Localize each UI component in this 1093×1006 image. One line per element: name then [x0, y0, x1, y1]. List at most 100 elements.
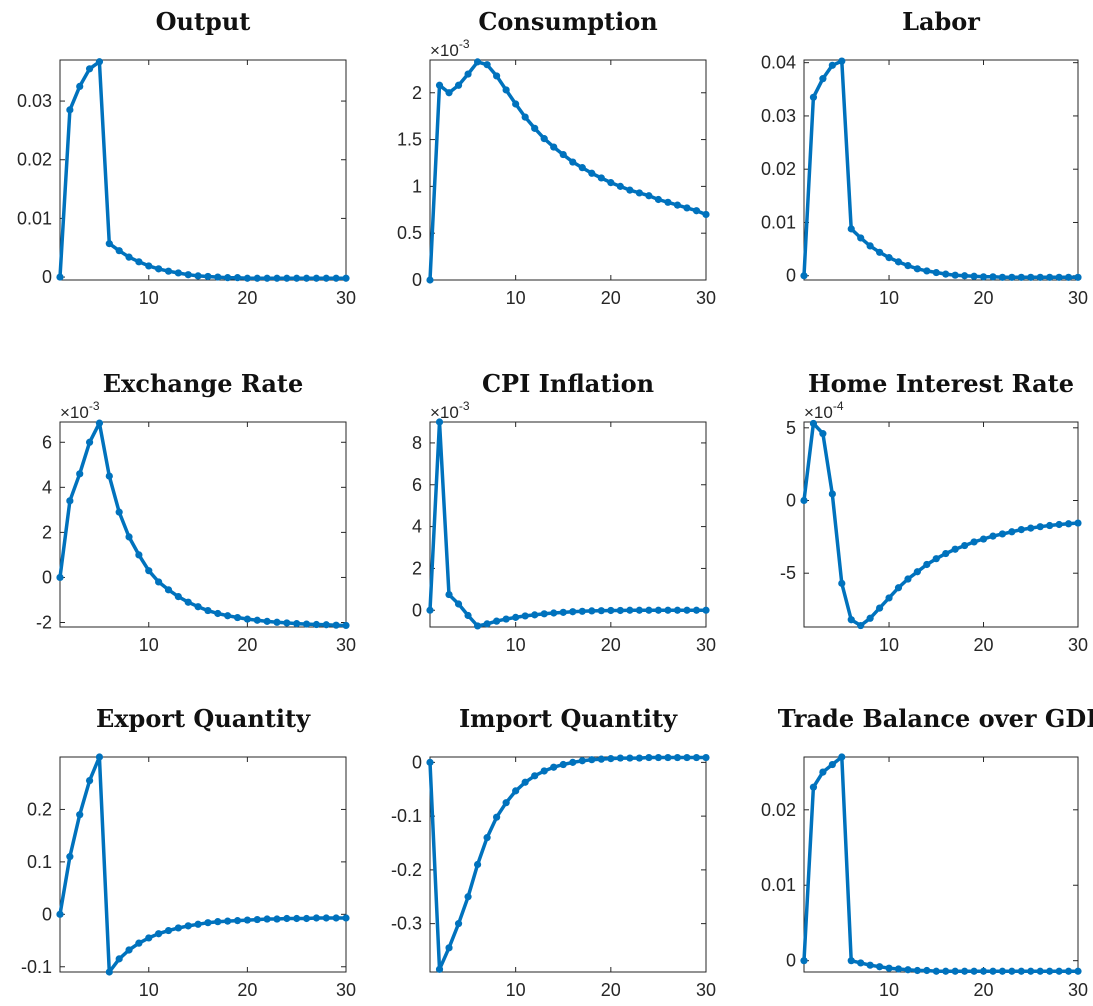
y-tick-label: 2 — [412, 558, 422, 578]
data-point — [165, 927, 172, 934]
y-exponent-label: ×10-3 — [430, 37, 470, 60]
x-tick-label: 30 — [1068, 635, 1088, 655]
exponent-power: -4 — [833, 399, 844, 413]
data-point — [933, 269, 940, 276]
data-point — [617, 607, 624, 614]
panel-title: Exchange Rate — [103, 369, 303, 398]
data-point — [588, 756, 595, 763]
data-point — [800, 497, 807, 504]
data-point — [636, 189, 643, 196]
data-point — [626, 607, 633, 614]
data-point — [989, 533, 996, 540]
data-point — [234, 614, 241, 621]
x-tick-label: 10 — [506, 980, 526, 1000]
data-point — [194, 921, 201, 928]
data-point — [914, 967, 921, 974]
series-line — [430, 758, 706, 970]
y-tick-label: 0 — [412, 270, 422, 290]
panel-title: Output — [156, 7, 251, 36]
data-point — [942, 271, 949, 278]
x-tick-label: 10 — [506, 635, 526, 655]
y-tick-label: 0.04 — [761, 53, 796, 73]
panel-title: Home Interest Rate — [808, 369, 1074, 398]
y-exponent-label: ×10-3 — [60, 399, 100, 422]
data-point — [999, 530, 1006, 537]
y-tick-label: 0.01 — [761, 212, 796, 232]
data-point — [664, 199, 671, 206]
y-tick-label: 0.5 — [397, 223, 422, 243]
data-point — [702, 211, 709, 218]
data-point — [145, 262, 152, 269]
data-point — [885, 254, 892, 261]
data-point — [512, 614, 519, 621]
data-point — [829, 62, 836, 69]
data-point — [155, 578, 162, 585]
data-point — [531, 125, 538, 132]
data-point — [86, 65, 93, 72]
data-point — [1056, 968, 1063, 975]
x-tick-label: 20 — [237, 288, 257, 308]
data-point — [1027, 274, 1034, 281]
data-point — [1018, 274, 1025, 281]
data-point — [885, 965, 892, 972]
data-point — [234, 917, 241, 924]
y-tick-label: 0 — [42, 567, 52, 587]
data-point — [579, 164, 586, 171]
x-tick-label: 10 — [139, 288, 159, 308]
data-point — [829, 761, 836, 768]
data-point — [588, 170, 595, 177]
y-tick-label: 1 — [412, 176, 422, 196]
y-tick-label: -0.1 — [391, 806, 422, 826]
data-point — [664, 607, 671, 614]
data-point — [116, 247, 123, 254]
data-point — [175, 269, 182, 276]
data-point — [234, 274, 241, 281]
data-point — [541, 767, 548, 774]
data-point — [244, 275, 251, 282]
data-point — [254, 916, 261, 923]
data-point — [303, 620, 310, 627]
data-point — [541, 135, 548, 142]
data-point — [895, 965, 902, 972]
data-point — [904, 262, 911, 269]
data-point — [125, 533, 132, 540]
data-point — [484, 834, 491, 841]
data-point — [531, 772, 538, 779]
data-point — [702, 607, 709, 614]
data-point — [952, 546, 959, 553]
data-point — [942, 550, 949, 557]
data-point — [1008, 968, 1015, 975]
data-point — [303, 275, 310, 282]
data-point — [636, 754, 643, 761]
data-point — [848, 225, 855, 232]
data-point — [474, 58, 481, 65]
data-point — [1027, 525, 1034, 532]
data-point — [273, 619, 280, 626]
data-point — [550, 609, 557, 616]
x-tick-label: 10 — [879, 288, 899, 308]
data-point — [145, 567, 152, 574]
panel-title: Labor — [902, 7, 980, 36]
data-point — [914, 265, 921, 272]
data-point — [655, 607, 662, 614]
data-point — [655, 196, 662, 203]
data-point — [484, 61, 491, 68]
data-point — [560, 761, 567, 768]
axes-box — [60, 60, 346, 280]
data-point — [313, 275, 320, 282]
data-point — [333, 914, 340, 921]
data-point — [426, 276, 433, 283]
series-line — [430, 62, 706, 280]
data-point — [56, 911, 63, 918]
data-point — [655, 754, 662, 761]
data-point — [493, 618, 500, 625]
data-point — [1008, 528, 1015, 535]
panel-4: CPI Inflation10 20 3002468×10-3 — [412, 369, 716, 655]
data-point — [838, 57, 845, 64]
y-tick-label: 5 — [786, 418, 796, 438]
data-point — [254, 275, 261, 282]
data-point — [645, 192, 652, 199]
data-point — [135, 551, 142, 558]
data-point — [607, 607, 614, 614]
x-tick-label: 20 — [974, 635, 994, 655]
